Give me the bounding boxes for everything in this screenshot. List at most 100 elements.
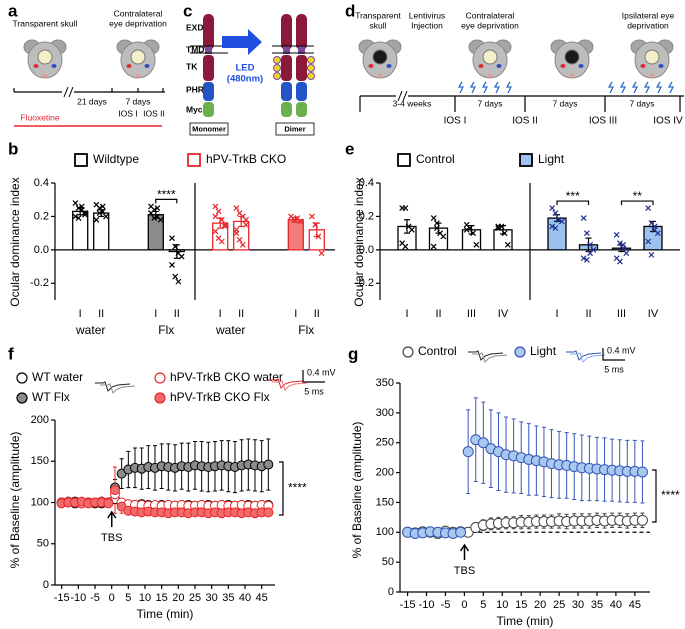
x-tick-label: 20 [172, 592, 184, 604]
cranial-window [372, 49, 388, 65]
legend-label: WT water [32, 370, 83, 384]
y-tick-label: 200 [376, 466, 394, 478]
legend-marker [16, 372, 28, 384]
diagram-label: Ipsilateral eye [622, 10, 675, 20]
significance-bracket [620, 200, 654, 206]
annotation: TBS [101, 532, 122, 544]
trace-inset [472, 352, 508, 363]
y-tick-label: 150 [376, 496, 394, 508]
x-tick-label: -10 [70, 592, 86, 604]
x-tick-label: -15 [54, 592, 70, 604]
data-point [616, 240, 623, 247]
data-point [495, 225, 502, 232]
y-axis-label: Ocular dominance index [8, 177, 22, 306]
data-point [470, 230, 477, 237]
x-tick-label: 15 [156, 592, 168, 604]
x-tick-label: IV [648, 308, 659, 320]
data-point [96, 210, 103, 217]
data-point [72, 213, 79, 220]
y-tick-label: 200 [31, 414, 49, 426]
data-point [466, 225, 473, 232]
bar [287, 219, 304, 251]
domain-label: PHR [186, 84, 204, 94]
data-point [169, 261, 175, 268]
data-point [455, 526, 467, 538]
light-pulse [493, 81, 501, 94]
mouse-eye [51, 64, 57, 68]
y-tick-label: -0.2 [355, 277, 374, 289]
data-point [648, 251, 655, 258]
data-point [157, 216, 164, 223]
x-tick-label: II [174, 308, 180, 320]
legend-label: WT Flx [32, 390, 70, 404]
state-label: Dimer [284, 124, 305, 133]
significance-bracket [279, 461, 284, 516]
diagram-label: eye deprivation [461, 20, 519, 30]
x-axis-label: Time (min) [497, 614, 554, 628]
data-point [552, 225, 559, 232]
light-pulse [643, 81, 651, 94]
x-tick-label: 5 [125, 592, 131, 604]
diagram-label: IOS IV [653, 116, 683, 127]
data-point [402, 205, 409, 211]
data-point [110, 485, 120, 496]
x-tick-label: I [154, 308, 157, 320]
domain-exd [203, 14, 214, 50]
trace-inset [570, 352, 606, 363]
axis-break [397, 90, 408, 102]
x-tick-label: II [585, 308, 591, 320]
data-point [75, 205, 82, 211]
trace-inset [100, 383, 136, 394]
data-point [549, 223, 556, 230]
data-point [178, 253, 185, 260]
significance-bracket [556, 200, 590, 206]
data-point [408, 226, 415, 233]
diagram-label: IOS I [118, 108, 137, 118]
mouse-eye [578, 64, 584, 68]
diagram-label: 7 days [629, 98, 654, 108]
significance: **** [288, 481, 307, 495]
chromophore [273, 64, 281, 72]
data-point [99, 208, 106, 215]
mouse-eye [560, 64, 566, 68]
data-point [148, 210, 154, 217]
legend-label: hPV-TrkB CKO water [170, 370, 283, 384]
data-point [402, 243, 409, 250]
axis-break [63, 86, 74, 98]
x-tick-label: I [555, 308, 558, 320]
group-label: Flx [158, 323, 174, 337]
mouse-nose [43, 74, 47, 78]
domain-label: TMD [186, 44, 204, 54]
data-point [222, 223, 228, 230]
data-point [82, 210, 88, 217]
diagram-label: 21 days [77, 96, 107, 106]
data-point [291, 216, 298, 223]
x-tick-label: 10 [496, 599, 508, 611]
y-tick-label: 350 [376, 377, 394, 389]
trace-inset [272, 380, 308, 391]
legend-marker [514, 346, 526, 358]
diagram-label: IOS II [512, 116, 538, 127]
domain-phr [296, 82, 307, 101]
x-tick-label: III [617, 308, 626, 320]
data-point [263, 507, 274, 518]
tbs-arrow [459, 543, 470, 560]
data-point [623, 250, 630, 257]
x-tick-label: 25 [553, 599, 565, 611]
y-tick-label: 0.2 [359, 210, 374, 222]
legend-label: Light [538, 152, 565, 166]
significance: **** [661, 488, 680, 502]
domain-phr [281, 82, 292, 101]
domain-tmd [298, 46, 305, 54]
diagram-label: IOS III [589, 116, 617, 127]
data-point [430, 243, 437, 250]
x-tick-label: 45 [256, 592, 268, 604]
legend-marker [402, 346, 414, 358]
mouse-nose [570, 74, 574, 78]
chromophore [273, 56, 281, 64]
led-label: LED [236, 63, 255, 74]
panel-letter: e [345, 139, 354, 158]
data-point [103, 213, 109, 220]
data-point [172, 273, 179, 280]
data-point [552, 210, 559, 217]
